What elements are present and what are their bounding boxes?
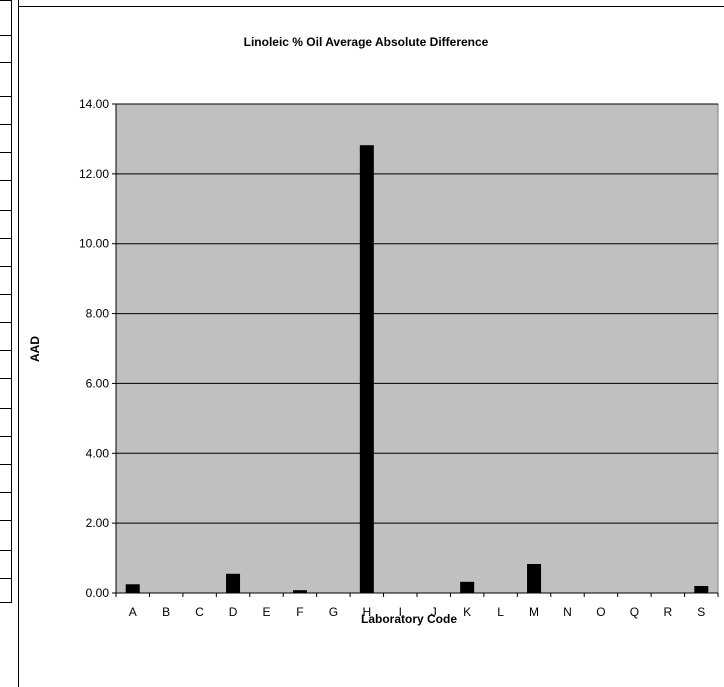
- x-tick-label: N: [563, 605, 572, 619]
- table-row-line: [0, 180, 11, 181]
- table-row-line: [0, 294, 11, 295]
- x-tick-label: Q: [630, 605, 639, 619]
- table-row-line: [0, 210, 11, 211]
- table-row-line: [0, 0, 11, 1]
- table-row-line: [0, 96, 11, 97]
- bar-A: [125, 584, 140, 593]
- table-row-line: [0, 550, 11, 551]
- x-tick-label: E: [262, 605, 270, 619]
- table-row-line: [0, 266, 11, 267]
- bar-K: [460, 581, 475, 593]
- x-tick-label: L: [497, 605, 504, 619]
- x-tick-label: F: [296, 605, 303, 619]
- gridlines: [116, 103, 718, 524]
- x-axis-title: Laboratory Code: [361, 612, 457, 626]
- y-tick-label: 6.00: [86, 376, 110, 390]
- x-tick-label: J: [431, 605, 437, 619]
- table-row-line: [0, 350, 11, 351]
- x-tick-label: B: [162, 605, 170, 619]
- y-tick-label: 8.00: [86, 307, 110, 321]
- bar-F: [292, 590, 307, 593]
- chart-title: Linoleic % Oil Average Absolute Differen…: [244, 35, 489, 49]
- left-table-edge: [0, 0, 12, 603]
- x-tick-label: K: [463, 605, 471, 619]
- table-row-line: [0, 602, 11, 603]
- table-row-line: [0, 436, 11, 437]
- table-row-line: [0, 464, 11, 465]
- chart-area-left-border: [18, 0, 19, 687]
- bar-D: [226, 573, 241, 593]
- x-tick-label: D: [229, 605, 238, 619]
- axes: 0.00 2.00 4.00 6.00 8.00 10.00 12.00 14.00 A B C D E…: [79, 97, 719, 619]
- x-tick-label: G: [329, 605, 338, 619]
- x-tick-label: R: [663, 605, 672, 619]
- x-tick-label: A: [129, 605, 137, 619]
- table-row-line: [0, 322, 11, 323]
- table-row-line: [0, 238, 11, 239]
- y-tick-label: 10.00: [79, 237, 109, 251]
- table-row-line: [0, 152, 11, 153]
- y-tick-label: 4.00: [86, 446, 110, 460]
- table-row-line: [0, 408, 11, 409]
- y-tick-label: 2.00: [86, 516, 110, 530]
- table-row-line: [0, 520, 11, 521]
- x-tick-label: I: [399, 605, 402, 619]
- y-tick-label: 12.00: [79, 167, 109, 181]
- bar-S: [694, 586, 709, 593]
- plot-area: [115, 103, 719, 594]
- table-row-line: [0, 378, 11, 379]
- x-tick-label: H: [362, 605, 371, 619]
- y-tick-label: 0.00: [86, 586, 110, 600]
- table-row-line: [0, 62, 11, 63]
- bars: [125, 145, 709, 594]
- chart-area-top-border: [18, 6, 724, 7]
- table-row-line: [0, 124, 11, 125]
- y-axis-title: AAD: [28, 336, 42, 362]
- x-tick-label: O: [596, 605, 605, 619]
- table-row-line: [0, 35, 11, 36]
- y-tick-label: 14.00: [79, 97, 109, 111]
- table-row-line: [0, 492, 11, 493]
- x-tick-label: C: [195, 605, 204, 619]
- bar-M: [527, 564, 542, 593]
- table-row-line: [0, 578, 11, 579]
- x-tick-label: M: [529, 605, 539, 619]
- x-tick-label: S: [697, 605, 705, 619]
- bar-H: [359, 145, 374, 594]
